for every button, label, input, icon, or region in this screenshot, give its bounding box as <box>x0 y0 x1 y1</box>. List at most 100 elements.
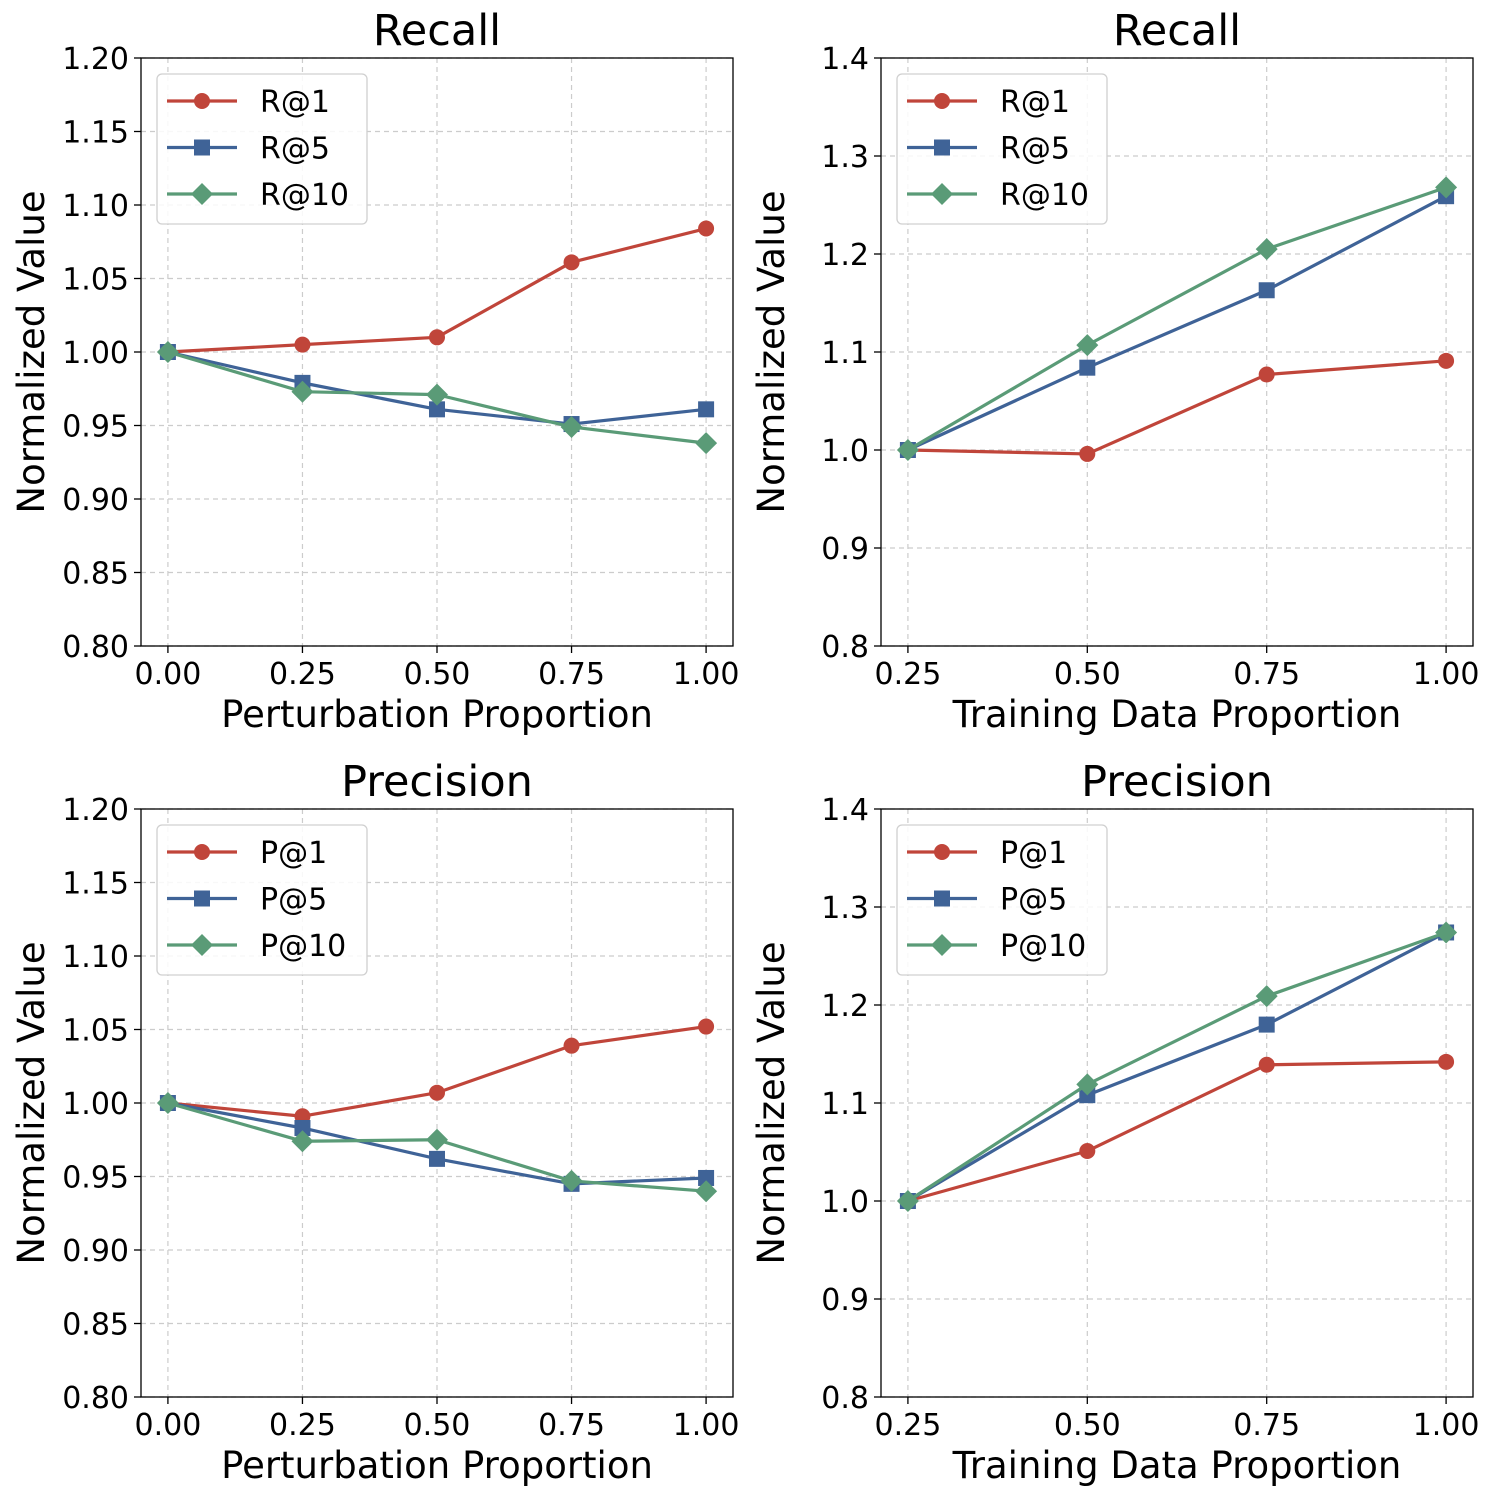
series-P@10 <box>896 921 1458 1212</box>
y-axis-label: Normalized Value <box>10 941 53 1264</box>
y-tick-label: 1.0 <box>821 1185 869 1220</box>
data-point <box>698 401 715 418</box>
data-point <box>294 1119 311 1136</box>
legend-label: P@5 <box>1000 883 1067 918</box>
y-tick-label: 0.90 <box>62 483 129 518</box>
data-point <box>1438 352 1455 369</box>
y-tick-label: 1.15 <box>62 116 129 151</box>
data-point <box>896 1190 919 1212</box>
x-tick-label: 0.75 <box>538 1408 605 1443</box>
chart-title: Recall <box>1113 6 1241 56</box>
series-R@1 <box>899 352 1455 462</box>
x-axis-label: Training Data Proportion <box>952 1444 1402 1487</box>
data-point <box>1079 445 1096 462</box>
data-point <box>429 1150 445 1167</box>
chart-title: Precision <box>1081 757 1273 807</box>
legend-marker <box>194 93 210 109</box>
legend-label: R@10 <box>1000 178 1089 213</box>
series-P@1 <box>899 1053 1455 1209</box>
y-tick-label: 1.2 <box>821 989 869 1024</box>
chart-panel-1: 0.80 0.85 0.90 0.95 1.00 1.05 1.10 1.15 1.20 0.00… <box>10 6 739 736</box>
data-point <box>429 1084 445 1101</box>
data-point <box>1258 282 1275 299</box>
legend-marker <box>931 934 953 956</box>
data-point <box>294 336 311 353</box>
legend-label: P@10 <box>1000 929 1086 964</box>
x-tick-label: 0.75 <box>538 657 605 692</box>
grid <box>881 808 1473 1398</box>
data-point <box>429 401 445 418</box>
data-point <box>563 1037 580 1054</box>
data-point <box>698 1169 715 1186</box>
legend-marker <box>934 890 950 907</box>
legend-marker <box>931 183 953 205</box>
y-tick-label: 1.00 <box>62 336 129 371</box>
grid <box>141 808 733 1398</box>
legend-box <box>156 73 368 225</box>
y-tick-label: 1.1 <box>821 1087 869 1122</box>
x-tick-label: 0.00 <box>135 1408 202 1443</box>
y-tick-label: 1.05 <box>62 263 129 298</box>
data-point <box>1258 1016 1275 1033</box>
legend-marker <box>934 93 950 109</box>
legend-label: P@1 <box>1000 836 1067 871</box>
legend-label: R@1 <box>1000 85 1070 120</box>
y-tick-label: 0.85 <box>62 1308 129 1343</box>
y-tick-label: 0.8 <box>821 1381 869 1416</box>
plot-frame <box>140 808 734 1398</box>
data-point <box>1079 359 1096 376</box>
legend: R@1 R@5 R@10 <box>896 73 1108 225</box>
data-point <box>429 329 445 346</box>
y-axis-label: Normalized Value <box>750 941 793 1264</box>
series-line <box>907 185 1447 452</box>
legend-box <box>156 824 368 976</box>
legend-box <box>896 73 1108 225</box>
data-point <box>695 1180 718 1203</box>
y-tick-label: 1.1 <box>821 336 869 371</box>
y-tick-label: 1.3 <box>821 140 869 175</box>
y-tick-label: 1.00 <box>62 1087 129 1122</box>
data-point <box>695 432 718 455</box>
x-axis-label: Perturbation Proportion <box>221 1444 653 1487</box>
chart-panel-4: 0.8 0.9 1.0 1.1 1.2 1.3 1.4 0.25 0.50 0.75 1.00 Pre… <box>750 757 1479 1487</box>
x-tick-label: 0.50 <box>1054 657 1121 692</box>
chart-title: Precision <box>341 757 533 807</box>
y-tick-label: 0.9 <box>821 1283 869 1318</box>
legend-marker <box>191 183 213 205</box>
legend-marker <box>934 844 950 860</box>
series-line <box>907 1060 1447 1203</box>
x-tick-label: 0.50 <box>404 1408 471 1443</box>
y-tick-label: 0.95 <box>62 1161 129 1196</box>
data-point <box>1076 1073 1099 1096</box>
series-R@5 <box>899 188 1455 458</box>
y-axis-label: Normalized Value <box>10 190 53 513</box>
data-point <box>1076 334 1099 357</box>
legend: P@1 P@5 P@10 <box>896 824 1108 976</box>
data-point <box>1255 985 1278 1008</box>
legend: P@1 P@5 P@10 <box>156 824 368 976</box>
y-tick-label: 1.05 <box>62 1014 129 1049</box>
x-tick-label: 0.00 <box>135 657 202 692</box>
y-tick-label: 0.85 <box>62 557 129 592</box>
legend-box <box>896 824 1108 976</box>
chart-title: Recall <box>373 6 501 56</box>
legend-label: R@5 <box>1000 132 1070 167</box>
data-point <box>156 341 179 363</box>
chart-panel-3: 0.80 0.85 0.90 0.95 1.00 1.05 1.10 1.15 1.20 0.00… <box>10 757 739 1487</box>
data-point <box>1079 1143 1096 1160</box>
series-R@10 <box>896 176 1458 461</box>
legend-marker <box>194 139 210 156</box>
data-point <box>1258 1056 1275 1073</box>
chart-panel-2: 0.8 0.9 1.0 1.1 1.2 1.3 1.4 0.25 0.50 0.75 1.00 Rec… <box>750 6 1479 736</box>
x-tick-label: 0.25 <box>269 1408 336 1443</box>
data-point <box>563 254 580 271</box>
data-point <box>560 415 583 438</box>
legend-marker <box>194 844 210 860</box>
data-point <box>698 220 715 237</box>
y-tick-label: 0.80 <box>62 630 129 665</box>
y-tick-label: 1.20 <box>62 42 129 77</box>
data-point <box>698 1018 715 1035</box>
legend-label: R@10 <box>260 178 349 213</box>
data-point <box>156 1092 179 1114</box>
plot-frame <box>880 808 1474 1398</box>
